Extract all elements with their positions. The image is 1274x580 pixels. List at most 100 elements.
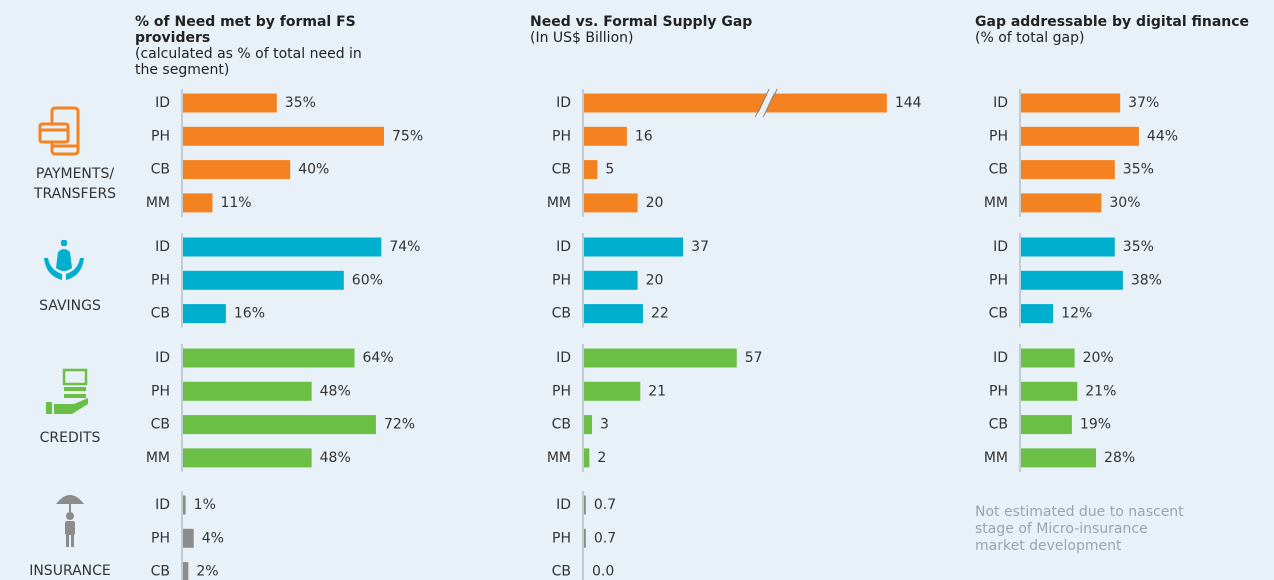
category-label: CB xyxy=(151,564,170,580)
category-label: ID xyxy=(155,350,170,366)
category-label: CB xyxy=(989,417,1008,433)
bar xyxy=(584,381,641,401)
payments-icon xyxy=(38,106,80,156)
bar xyxy=(1021,160,1115,180)
category-label: ID xyxy=(993,239,1008,255)
value-label: 3 xyxy=(600,417,609,433)
category-label: ID xyxy=(556,95,571,111)
bar xyxy=(183,381,312,401)
category-label: PH xyxy=(989,272,1008,288)
value-label: 19% xyxy=(1080,417,1111,433)
category-label: ID xyxy=(155,497,170,513)
bar xyxy=(584,348,737,368)
category-label: ID xyxy=(556,497,571,513)
category-label: CB xyxy=(989,306,1008,322)
panel-subtitle: (In US$ Billion) xyxy=(530,30,634,46)
bar xyxy=(1021,237,1115,257)
bar xyxy=(584,415,593,435)
category-label: ID xyxy=(556,350,571,366)
panel-title: % of Need met by formal FS providers xyxy=(135,14,356,46)
bar xyxy=(1021,126,1139,146)
savings-icon xyxy=(44,240,84,280)
value-label: 64% xyxy=(363,350,394,366)
value-label: 72% xyxy=(384,417,415,433)
category-label: PH xyxy=(989,128,1008,144)
bar xyxy=(584,448,590,468)
category-label: CB xyxy=(552,564,571,580)
value-label: 57 xyxy=(745,350,763,366)
category-label: ID xyxy=(993,95,1008,111)
bar xyxy=(1021,304,1054,324)
axis-break-gap xyxy=(757,91,775,115)
axis-break xyxy=(762,88,778,118)
value-label: 75% xyxy=(392,128,423,144)
bar xyxy=(183,93,277,113)
value-label: 37% xyxy=(1128,95,1159,111)
category-label: CB xyxy=(989,162,1008,178)
category-label: CB xyxy=(151,306,170,322)
category-label: PH xyxy=(989,383,1008,399)
category-label: ID xyxy=(155,239,170,255)
bar xyxy=(584,270,638,290)
category-label: PH xyxy=(151,128,170,144)
bar xyxy=(584,160,598,180)
bar xyxy=(1021,348,1075,368)
segment-label: CREDITS xyxy=(39,430,101,446)
value-label: 21% xyxy=(1085,383,1116,399)
bar xyxy=(584,93,887,113)
category-label: MM xyxy=(146,450,170,466)
value-label: 40% xyxy=(298,162,329,178)
category-label: PH xyxy=(552,128,571,144)
bar xyxy=(1021,448,1097,468)
value-label: 20 xyxy=(646,195,664,211)
panel-subtitle: (calculated as % of total need in the se… xyxy=(135,46,362,78)
value-label: 37 xyxy=(691,239,709,255)
panel-title: Gap addressable by digital finance xyxy=(975,14,1250,30)
category-label: CB xyxy=(151,162,170,178)
bar xyxy=(584,193,638,213)
category-label: MM xyxy=(547,195,571,211)
value-label: 38% xyxy=(1131,272,1162,288)
bar xyxy=(183,304,226,324)
category-label: ID xyxy=(556,239,571,255)
bar xyxy=(584,528,586,548)
bar xyxy=(584,304,643,324)
credits-icon xyxy=(46,368,88,414)
bar xyxy=(183,562,189,580)
value-label: 5 xyxy=(605,162,614,178)
value-label: 16 xyxy=(635,128,653,144)
value-label: 20% xyxy=(1083,350,1114,366)
value-label: 20 xyxy=(646,272,664,288)
category-label: MM xyxy=(984,195,1008,211)
value-label: 16% xyxy=(234,306,265,322)
bar xyxy=(183,528,194,548)
value-label: 48% xyxy=(320,383,351,399)
bar xyxy=(183,495,186,515)
panel-header: Need vs. Formal Supply Gap (In US$ Billi… xyxy=(530,14,830,46)
bar xyxy=(1021,381,1078,401)
value-label: 35% xyxy=(1123,162,1154,178)
value-label: 30% xyxy=(1109,195,1140,211)
bar xyxy=(1021,415,1072,435)
category-label: MM xyxy=(547,450,571,466)
bar xyxy=(1021,193,1102,213)
bar xyxy=(183,348,355,368)
category-label: MM xyxy=(984,450,1008,466)
panel-header: Gap addressable by digital finance (% of… xyxy=(975,14,1274,46)
segment-label: SAVINGS xyxy=(39,298,101,314)
value-label: 0.0 xyxy=(592,564,614,580)
category-label: CB xyxy=(552,162,571,178)
bar xyxy=(584,495,586,515)
bar xyxy=(183,270,344,290)
value-label: 0.7 xyxy=(594,497,616,513)
value-label: 60% xyxy=(352,272,383,288)
bar xyxy=(183,415,376,435)
category-label: CB xyxy=(552,306,571,322)
panel-header: % of Need met by formal FS providers (ca… xyxy=(135,14,435,78)
segment-label: INSURANCE xyxy=(29,563,111,579)
bar xyxy=(183,448,312,468)
value-label: 35% xyxy=(285,95,316,111)
value-label: 0.7 xyxy=(594,530,616,546)
